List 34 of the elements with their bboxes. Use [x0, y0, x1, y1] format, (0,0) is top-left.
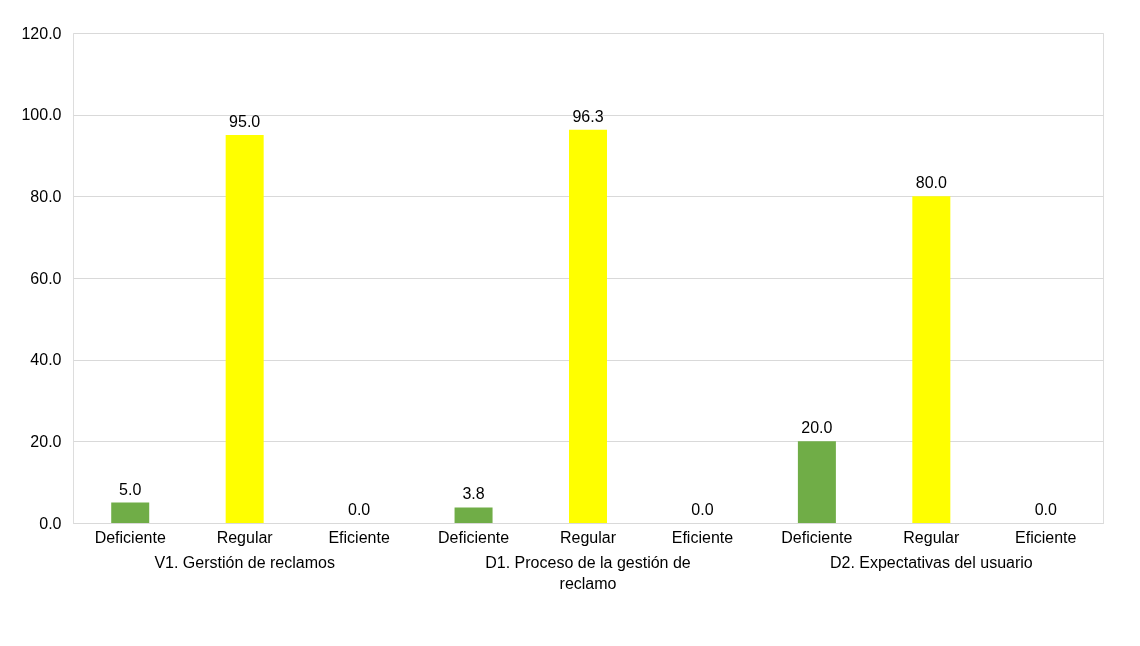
bar	[225, 135, 264, 523]
y-tick-label: 20.0	[30, 432, 62, 450]
data-label: 0.0	[691, 501, 714, 518]
bar	[797, 441, 836, 523]
bar	[569, 129, 607, 523]
text: D1. Proceso de la gestión de reclamo	[485, 554, 691, 592]
x-tick-label: Regular	[559, 528, 617, 546]
y-tick-label: 80.0	[30, 187, 62, 205]
y-tick-label: 0.0	[39, 514, 62, 532]
data-label: 96.3	[572, 107, 604, 125]
data-label: 3.8	[462, 485, 485, 503]
data-label: 95.0	[229, 113, 261, 131]
x-tick-label: Deficiente	[437, 528, 510, 546]
x-tick-label: Deficiente	[94, 528, 166, 546]
data-label: 80.0	[915, 174, 948, 192]
x-tick-label: Eficiente	[1015, 528, 1077, 546]
data-label: 0.0	[1034, 501, 1057, 518]
bar	[111, 502, 150, 523]
text: V1. Gerstión de reclamos	[154, 554, 335, 571]
x-tick-label: Regular	[216, 528, 274, 546]
data-label: 0.0	[347, 501, 371, 518]
y-tick-label: 120.0	[21, 24, 62, 42]
data-label: 5.0	[119, 480, 142, 498]
x-tick-label: Eficiente	[671, 528, 734, 546]
text: D2. Expectativas del usuario	[829, 554, 1033, 571]
y-tick-label: 40.0	[30, 351, 62, 369]
bar	[454, 507, 493, 523]
x-tick-label: Regular	[903, 528, 961, 546]
y-tick-label: 100.0	[21, 106, 62, 124]
data-label: 20.0	[801, 419, 833, 437]
x-tick-label: Eficiente	[328, 528, 390, 546]
bar	[912, 196, 951, 523]
x-tick-label: Deficiente	[781, 528, 853, 546]
y-tick-label: 60.0	[30, 269, 62, 287]
